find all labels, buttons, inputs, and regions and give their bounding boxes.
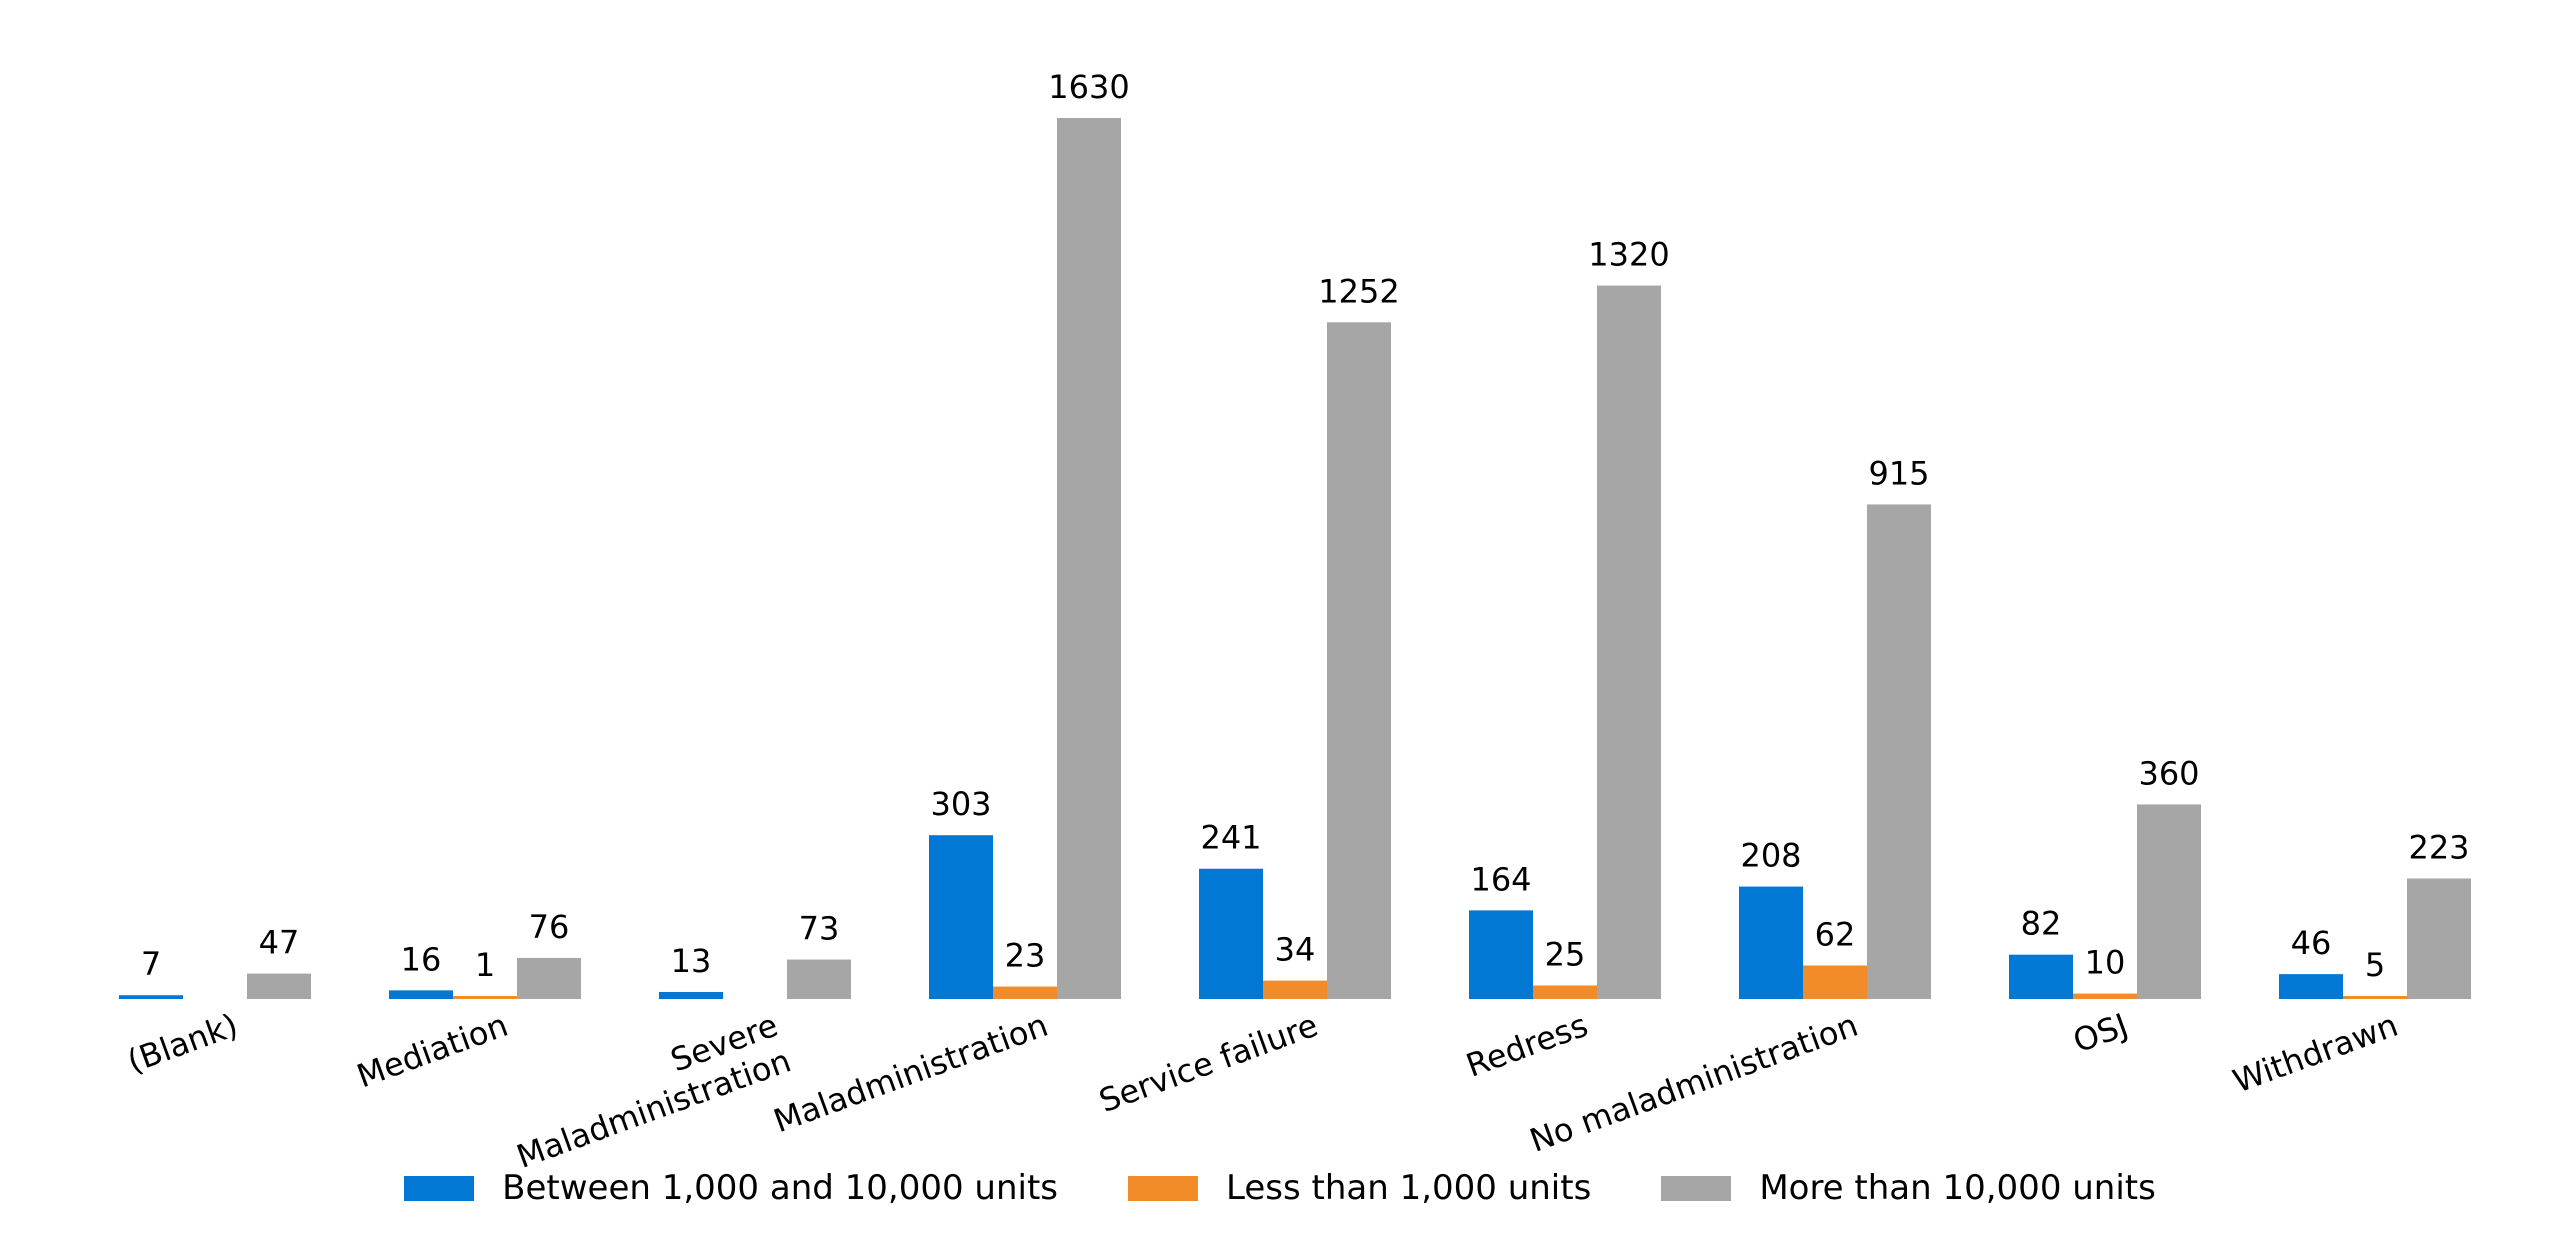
data-label-s2-c6: 915 (1868, 454, 1929, 492)
data-label-s0-c0: 7 (141, 945, 161, 983)
bar-s2-c7 (2137, 804, 2201, 999)
data-label-s1-c6: 62 (1815, 915, 1856, 953)
data-label-s0-c4: 241 (1200, 819, 1261, 857)
legend-label-more: More than 10,000 units (1759, 1168, 2156, 1208)
legend-swatch-less (1128, 1175, 1198, 1201)
data-label-s2-c2: 73 (799, 910, 840, 948)
legend-swatch-more (1661, 1175, 1732, 1201)
bar-s0-c5 (1469, 910, 1533, 999)
data-label-s0-c7: 82 (2021, 905, 2062, 943)
bar-s1-c7 (2073, 993, 2137, 999)
bar-s1-c8 (2343, 996, 2407, 999)
x-tick-label-4: Service failure (1094, 1006, 1323, 1120)
data-label-s2-c7: 360 (2138, 754, 2199, 792)
x-tick-label-3: Maladministration (769, 1006, 1053, 1140)
bar-s2-c2 (787, 959, 851, 999)
bar-s0-c4 (1199, 868, 1263, 999)
data-label-s1-c5: 25 (1545, 935, 1586, 973)
bar-s1-c6 (1803, 965, 1867, 999)
data-label-s1-c7: 10 (2085, 944, 2126, 982)
bar-s0-c2 (659, 991, 723, 999)
data-label-s2-c5: 1320 (1588, 236, 1669, 274)
bar-s0-c6 (1739, 886, 1803, 999)
bar-s1-c3 (993, 986, 1057, 999)
bar-s0-c3 (929, 835, 993, 999)
bar-s0-c0 (119, 995, 183, 999)
bar-s2-c8 (2407, 878, 2471, 999)
bar-s2-c1 (517, 957, 581, 999)
x-tick-labels-group: (Blank) Mediation SevereMaladministrationM… (122, 1006, 2402, 1176)
value-labels-group: 7 47 16 1 76 13 73 303 23 1630 241 34 1252 164 25 1320 2… (141, 68, 2470, 984)
data-label-s0-c3: 303 (930, 785, 991, 823)
x-tick-label-7: OSJ (2068, 1006, 2133, 1060)
data-label-s2-c0: 47 (259, 924, 300, 962)
data-label-s2-c8: 223 (2408, 828, 2469, 866)
bar-s2-c6 (1867, 504, 1931, 999)
data-label-s1-c8: 5 (2365, 946, 2385, 984)
bar-s0-c8 (2279, 974, 2343, 999)
legend-item-between: Between 1,000 and 10,000 units (404, 1168, 1058, 1208)
x-tick-label-5: Redress (1461, 1006, 1593, 1085)
bar-s1-c5 (1533, 985, 1597, 999)
legend-label-between: Between 1,000 and 10,000 units (502, 1168, 1058, 1208)
legend-swatch-between (404, 1175, 475, 1201)
bar-s1-c4 (1263, 980, 1327, 999)
legend: Between 1,000 and 10,000 units Less than… (0, 1168, 2560, 1208)
x-tick-label-0: (Blank) (122, 1006, 242, 1081)
legend-item-less: Less than 1,000 units (1128, 1168, 1591, 1208)
data-label-s2-c4: 1252 (1318, 272, 1399, 310)
bars-group (119, 118, 2471, 1000)
data-label-s1-c4: 34 (1275, 931, 1316, 969)
bar-s2-c5 (1597, 285, 1661, 1000)
bar-s1-c1 (453, 996, 517, 999)
legend-item-more: More than 10,000 units (1661, 1168, 2156, 1208)
data-label-s1-c3: 23 (1005, 937, 1046, 975)
x-tick-label-1: Mediation (352, 1006, 513, 1096)
bar-s0-c1 (389, 990, 453, 999)
data-label-s0-c1: 16 (401, 940, 442, 978)
data-label-s1-c1: 1 (475, 946, 495, 984)
data-label-s2-c3: 1630 (1048, 68, 1129, 106)
data-label-s0-c5: 164 (1470, 860, 1531, 898)
x-tick-label-2: SevereMaladministration (499, 1006, 796, 1176)
bar-s2-c3 (1057, 118, 1121, 999)
data-label-s2-c1: 76 (529, 908, 570, 946)
bar-s2-c4 (1327, 322, 1391, 999)
x-tick-label-8: Withdrawn (2228, 1006, 2403, 1101)
data-label-s0-c8: 46 (2291, 924, 2332, 962)
data-label-s0-c2: 13 (671, 942, 712, 980)
bar-s2-c0 (247, 973, 311, 999)
bar-s0-c7 (2009, 954, 2073, 999)
legend-label-less: Less than 1,000 units (1226, 1168, 1592, 1208)
data-label-s0-c6: 208 (1740, 837, 1801, 875)
